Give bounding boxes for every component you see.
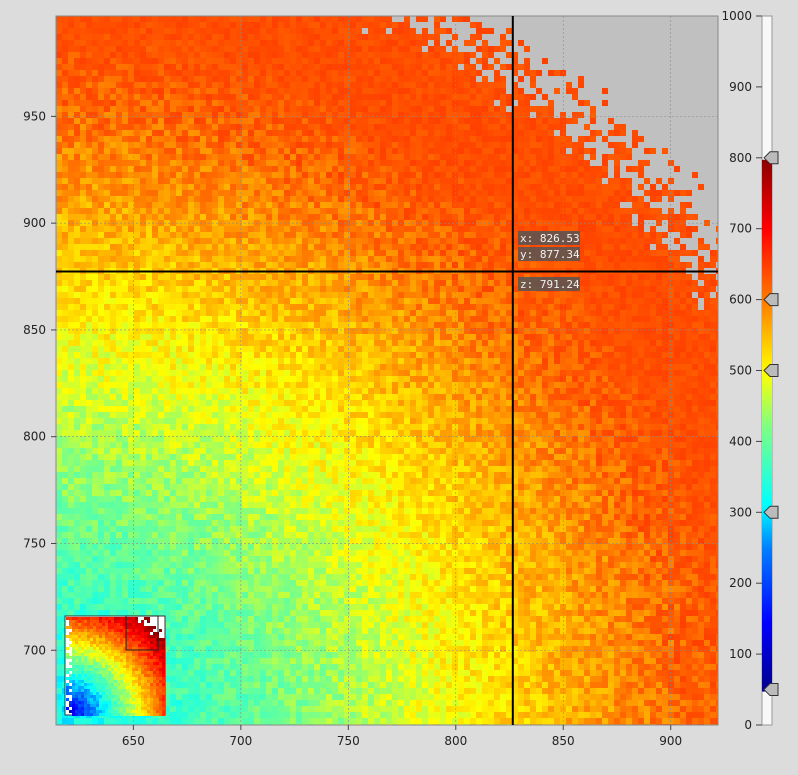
y-tick-label: 900 <box>23 216 46 230</box>
y-tick-label: 950 <box>23 109 46 123</box>
colorbar-tick-label: 800 <box>729 151 752 165</box>
x-axis: 650 700 750 800 850 900 <box>122 725 682 748</box>
y-tick-label: 850 <box>23 323 46 337</box>
overview-inset[interactable] <box>65 616 165 716</box>
colorbar-tick-label: 700 <box>729 222 752 236</box>
colorbar-tick-label: 1000 <box>721 9 752 23</box>
colorbar-tick-label: 400 <box>729 434 752 448</box>
x-tick-label: 900 <box>659 734 682 748</box>
crosshair-readout: x: 826.53 y: 877.34 z: 791.24 <box>518 231 580 291</box>
readout-y: y: 877.34 <box>520 248 580 261</box>
colorbar-ticks: 0 100 200 300 400 500 600 700 800 900 1000 <box>721 9 762 732</box>
y-tick-label: 800 <box>23 430 46 444</box>
x-tick-label: 800 <box>444 734 467 748</box>
colorbar-tick-label: 500 <box>729 364 752 378</box>
y-axis: 700 750 800 850 900 950 <box>23 109 56 657</box>
colorbar-gradient <box>762 160 772 692</box>
colorbar-tick-label: 100 <box>729 647 752 661</box>
colorbar-tick-label: 0 <box>744 718 752 732</box>
y-tick-label: 750 <box>23 536 46 550</box>
y-tick-label: 700 <box>23 643 46 657</box>
readout-x: x: 826.53 <box>520 232 580 245</box>
readout-z: z: 791.24 <box>520 278 580 291</box>
x-tick-label: 850 <box>552 734 575 748</box>
x-tick-label: 750 <box>337 734 360 748</box>
x-tick-label: 650 <box>122 734 145 748</box>
x-tick-label: 700 <box>229 734 252 748</box>
colorbar-tick-label: 900 <box>729 80 752 94</box>
inset-cells <box>66 617 165 716</box>
colorbar: 0 100 200 300 400 500 600 700 800 900 1000 <box>721 9 778 732</box>
colorbar-tick-label: 300 <box>729 505 752 519</box>
colorbar-tick-label: 600 <box>729 293 752 307</box>
colorbar-tick-label: 200 <box>729 576 752 590</box>
